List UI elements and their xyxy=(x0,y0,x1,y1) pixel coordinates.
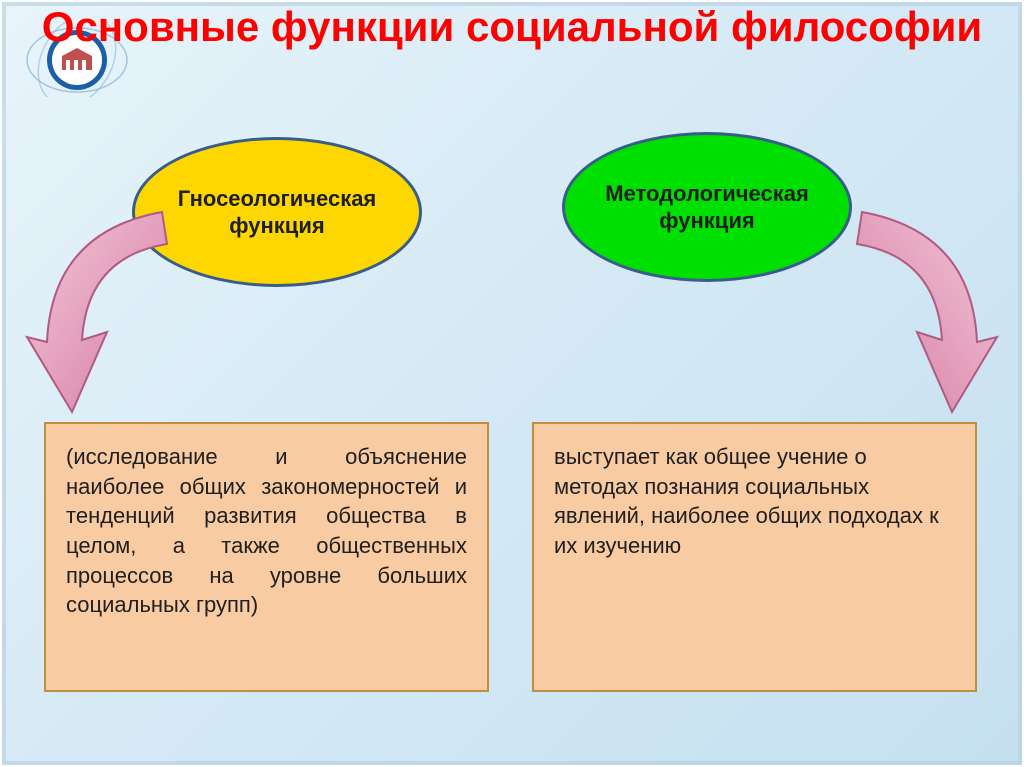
ellipse-left-line2: функция xyxy=(229,213,324,238)
logo-col1 xyxy=(66,60,70,70)
ellipse-right-text: Методологическая функция xyxy=(605,180,809,235)
ellipse-left-text: Гносеологическая функция xyxy=(178,185,377,240)
ellipse-right-line1: Методологическая xyxy=(605,181,809,206)
ellipse-right-line2: функция xyxy=(659,208,754,233)
textbox-gnoseological: (исследование и объяснение наиболее общи… xyxy=(44,422,489,692)
logo-col2 xyxy=(74,60,78,70)
slide-title: Основные функции социальной философии xyxy=(2,4,1022,50)
arrow-left-icon xyxy=(22,202,202,432)
arrow-right-icon xyxy=(822,202,1002,432)
ellipse-left-line1: Гносеологическая xyxy=(178,186,377,211)
slide-canvas: Основные функции социальной философии Гн… xyxy=(0,0,1024,767)
textbox-methodological: выступает как общее учение о методах поз… xyxy=(532,422,977,692)
ellipse-methodological: Методологическая функция xyxy=(562,132,852,282)
logo-col3 xyxy=(82,60,86,70)
